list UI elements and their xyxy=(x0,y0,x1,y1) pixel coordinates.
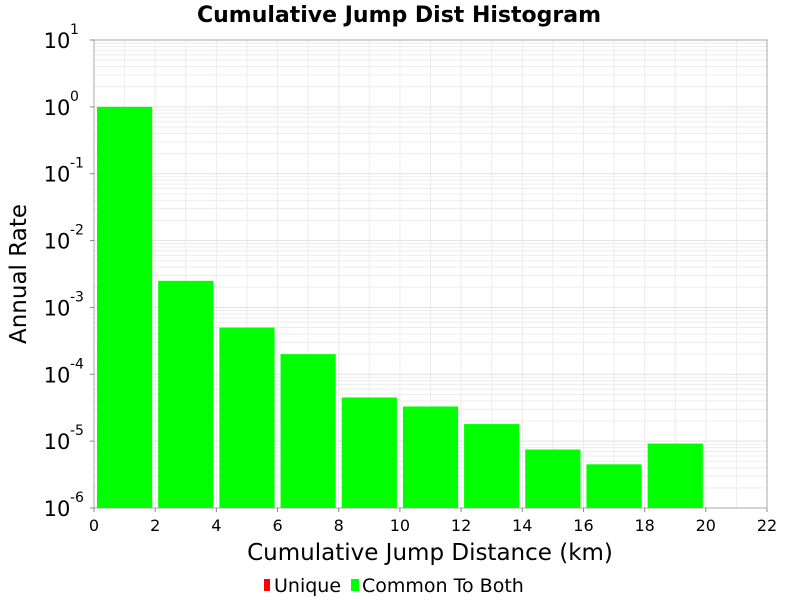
y-tick-exponent: -3 xyxy=(70,289,84,305)
y-tick-exponent: -2 xyxy=(70,223,84,239)
bar-common-7 xyxy=(525,449,581,508)
y-tick-exponent: -5 xyxy=(70,423,84,439)
bar-common-0 xyxy=(97,106,153,508)
y-tick-exponent: 1 xyxy=(70,22,79,38)
bar-common-3 xyxy=(280,354,336,508)
y-tick-base: 10 xyxy=(44,363,71,387)
y-tick-base: 10 xyxy=(44,497,71,521)
x-tick-label-20: 20 xyxy=(696,516,716,535)
y-tick-exponent: 0 xyxy=(70,89,79,105)
x-tick-label-0: 0 xyxy=(89,516,99,535)
bar-common-2 xyxy=(219,327,275,508)
x-tick-label-14: 14 xyxy=(512,516,532,535)
x-tick-label-10: 10 xyxy=(390,516,410,535)
x-tick-label-6: 6 xyxy=(272,516,282,535)
y-tick-base: 10 xyxy=(44,29,71,53)
y-tick-base: 10 xyxy=(44,230,71,254)
bar-common-9 xyxy=(647,443,703,508)
bar-common-8 xyxy=(586,464,642,508)
legend-swatch-common xyxy=(351,579,359,591)
y-tick-base: 10 xyxy=(44,296,71,320)
x-tick-label-12: 12 xyxy=(451,516,471,535)
x-axis-label: Cumulative Jump Distance (km) xyxy=(247,540,613,566)
y-tick-exponent: -1 xyxy=(70,156,84,172)
y-axis-label: Annual Rate xyxy=(6,204,32,344)
chart-title: Cumulative Jump Dist Histogram xyxy=(197,3,601,28)
y-tick-base: 10 xyxy=(44,163,71,187)
bars xyxy=(97,106,703,508)
legend: Unique Common To Both xyxy=(264,575,524,597)
legend-swatch-unique xyxy=(264,579,270,591)
y-tick-exponent: -6 xyxy=(70,490,84,506)
x-axis-ticks: 0 2 4 6 8 10 12 14 16 18 20 22 xyxy=(89,508,777,535)
x-tick-label-4: 4 xyxy=(211,516,221,535)
x-tick-label-22: 22 xyxy=(757,516,777,535)
legend-label-unique: Unique xyxy=(274,575,341,597)
bar-common-6 xyxy=(464,424,520,508)
x-tick-label-16: 16 xyxy=(573,516,593,535)
y-tick-base: 10 xyxy=(44,430,71,454)
y-tick-base: 10 xyxy=(44,96,71,120)
x-tick-label-2: 2 xyxy=(150,516,160,535)
legend-label-common: Common To Both xyxy=(362,575,524,597)
bar-common-4 xyxy=(341,397,397,508)
y-tick-exponent: -4 xyxy=(70,356,84,372)
bar-common-1 xyxy=(158,280,214,508)
x-tick-label-8: 8 xyxy=(334,516,344,535)
bar-common-5 xyxy=(402,406,459,508)
x-tick-label-18: 18 xyxy=(634,516,654,535)
